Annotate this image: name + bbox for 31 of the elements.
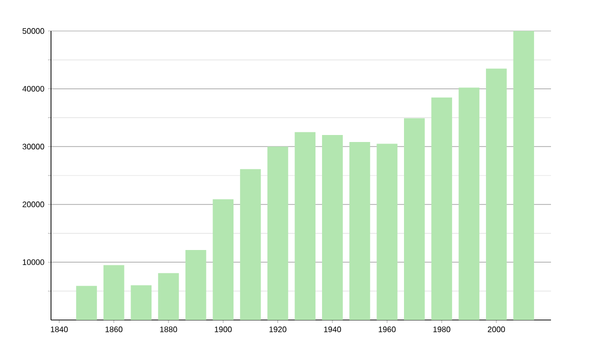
bar [267,146,288,320]
bar [431,97,452,320]
bar [322,135,343,320]
y-tick-label: 50000 [22,28,44,34]
bar [185,250,206,320]
bar [486,68,507,320]
x-tick-label: 1920 [269,326,286,332]
bar [294,132,316,320]
x-tick-label: 1940 [324,326,342,332]
x-tick-label: 1900 [214,326,232,332]
x-tick-label: 1840 [50,326,68,332]
y-tick-label: 30000 [22,144,44,150]
x-tick-label: 1960 [378,326,396,332]
x-tick-label: 1880 [160,326,178,332]
bar [130,285,152,320]
y-tick-label: 10000 [22,259,44,266]
bar [76,286,97,320]
x-tick-label: 2000 [488,326,505,332]
bar [212,199,234,320]
bar [513,30,534,320]
bar [158,273,179,320]
bar [349,142,370,320]
bar [240,169,261,320]
x-tick-label: 1860 [106,326,122,332]
bar [376,144,398,320]
y-tick-label: 40000 [22,86,44,92]
bar [458,88,480,320]
y-tick-label: 20000 [22,202,44,208]
x-tick-label: 1980 [433,326,450,332]
bar [404,118,425,320]
bar [103,265,124,320]
